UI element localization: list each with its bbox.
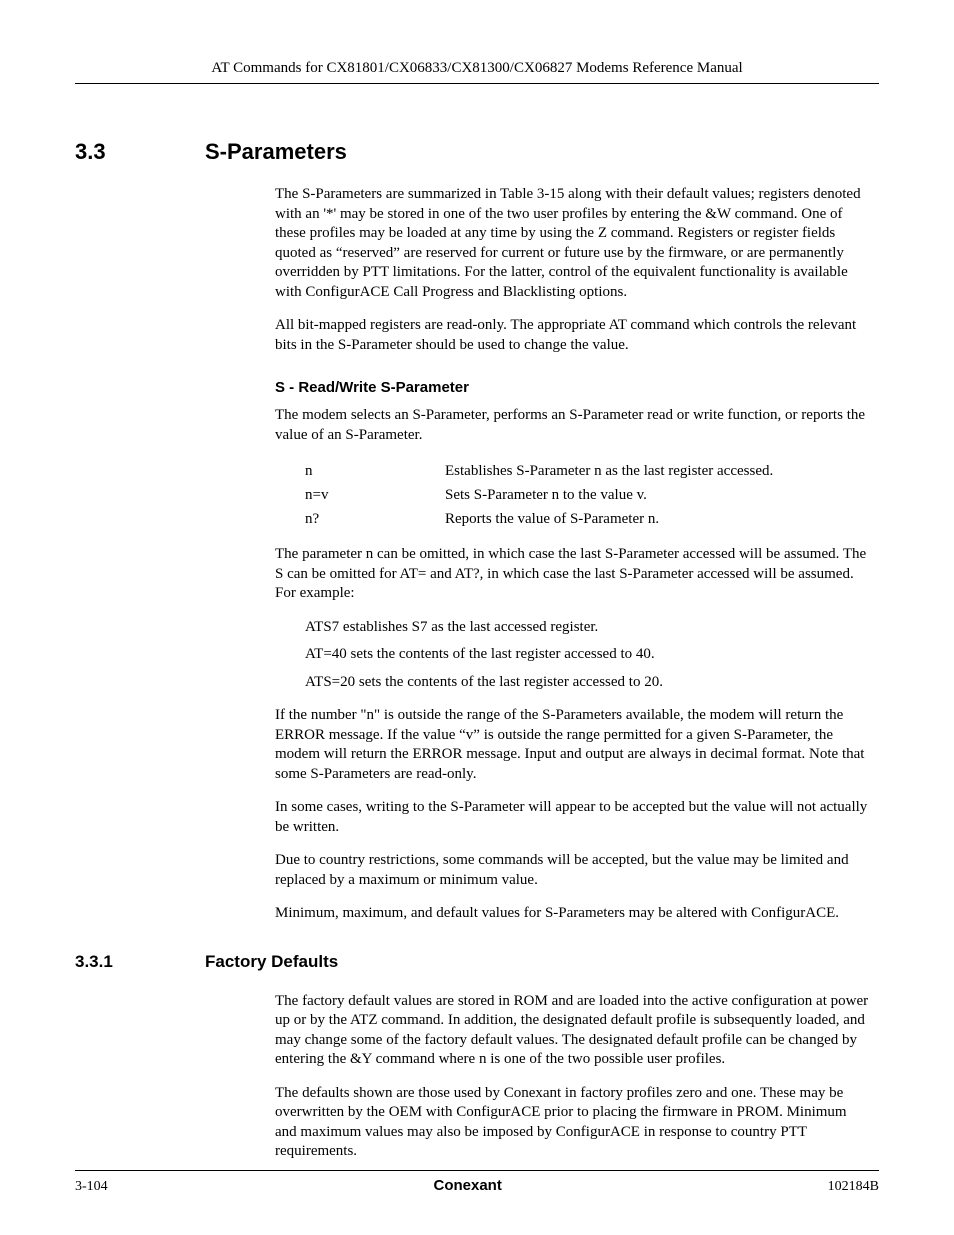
paragraph: All bit-mapped registers are read-only. … [275, 316, 869, 355]
paragraph: Minimum, maximum, and default values for… [275, 904, 869, 924]
sub-heading: S - Read/Write S-Parameter [275, 379, 869, 396]
subsection-number: 3.3.1 [75, 952, 205, 972]
footer-doc-id: 102184B [828, 1179, 879, 1195]
parameter-table: n Establishes S-Parameter n as the last … [305, 459, 869, 531]
section-title: S-Parameters [205, 139, 347, 165]
page-footer: 3-104 Conexant 102184B [75, 1177, 879, 1195]
paragraph: The factory default values are stored in… [275, 992, 869, 1070]
param-desc: Reports the value of S-Parameter n. [445, 507, 869, 531]
footer-area: 3-104 Conexant 102184B [75, 1140, 879, 1195]
param-key: n? [305, 507, 445, 531]
table-row: n? Reports the value of S-Parameter n. [305, 507, 869, 531]
param-desc: Sets S-Parameter n to the value v. [445, 483, 869, 507]
paragraph: The modem selects an S-Parameter, perfor… [275, 406, 869, 445]
param-key: n=v [305, 483, 445, 507]
footer-page-number: 3-104 [75, 1179, 108, 1195]
table-row: n Establishes S-Parameter n as the last … [305, 459, 869, 483]
list-item: ATS=20 sets the contents of the last reg… [305, 673, 869, 693]
section-heading-row: 3.3 S-Parameters [75, 139, 879, 165]
table-row: n=v Sets S-Parameter n to the value v. [305, 483, 869, 507]
subsection-body: The factory default values are stored in… [275, 992, 869, 1162]
section-body: The S-Parameters are summarized in Table… [275, 185, 869, 924]
header-rule [75, 83, 879, 84]
paragraph: The parameter n can be omitted, in which… [275, 545, 869, 604]
paragraph: If the number "n" is outside the range o… [275, 706, 869, 784]
example-list: ATS7 establishes S7 as the last accessed… [305, 618, 869, 693]
section-number: 3.3 [75, 139, 205, 165]
param-key: n [305, 459, 445, 483]
page-header: AT Commands for CX81801/CX06833/CX81300/… [75, 60, 879, 77]
list-item: ATS7 establishes S7 as the last accessed… [305, 618, 869, 638]
subsection-title: Factory Defaults [205, 952, 338, 972]
subsection-heading-row: 3.3.1 Factory Defaults [75, 952, 879, 972]
list-item: AT=40 sets the contents of the last regi… [305, 645, 869, 665]
footer-rule [75, 1170, 879, 1171]
footer-brand: Conexant [433, 1177, 501, 1194]
paragraph: Due to country restrictions, some comman… [275, 851, 869, 890]
paragraph: The S-Parameters are summarized in Table… [275, 185, 869, 302]
param-desc: Establishes S-Parameter n as the last re… [445, 459, 869, 483]
paragraph: In some cases, writing to the S-Paramete… [275, 798, 869, 837]
